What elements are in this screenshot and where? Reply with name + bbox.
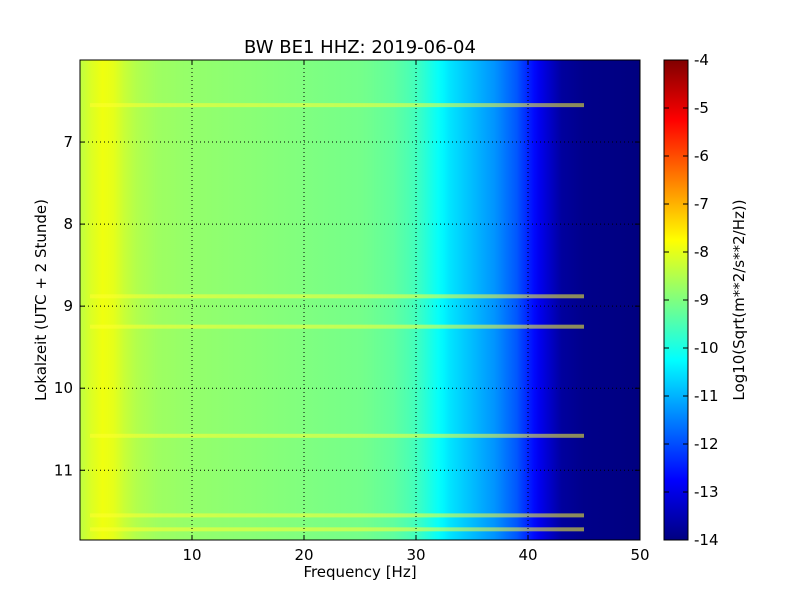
x-tick-label: 40 — [518, 546, 537, 564]
bright-band — [90, 433, 584, 438]
x-tick-label: 50 — [630, 546, 649, 564]
y-tick-label: 8 — [63, 215, 73, 233]
plot-frame — [79, 59, 641, 541]
y-tick-label: 11 — [54, 461, 73, 479]
colorbar-tick-label: -13 — [694, 483, 719, 501]
y-tick-label: 7 — [63, 133, 73, 151]
colorbar-tick-label: -8 — [694, 243, 709, 261]
bright-band — [90, 294, 584, 299]
x-axis: 10 20 30 40 50 — [182, 60, 650, 564]
chart-title: BW BE1 HHZ: 2019-06-04 — [244, 37, 476, 58]
colorbar-tick-label: -4 — [694, 51, 709, 69]
y-axis: 7 8 9 10 11 — [54, 133, 640, 479]
x-tick-label: 20 — [294, 546, 313, 564]
grid-lines — [80, 60, 640, 540]
y-tick-label: 9 — [63, 297, 73, 315]
x-tick-label: 10 — [182, 546, 201, 564]
colorbar-tick-label: -7 — [694, 195, 709, 213]
bright-band — [90, 103, 584, 108]
y-axis-label: Lokalzeit (UTC + 2 Stunde) — [32, 199, 50, 401]
spectrogram-heatmap — [80, 60, 640, 540]
colorbar-label: Log10(Sqrt(m**2/s**2/Hz)) — [730, 199, 748, 400]
colorbar-tick-label: -11 — [694, 387, 719, 405]
x-tick-label: 30 — [406, 546, 425, 564]
colorbar-tick-label: -6 — [694, 147, 709, 165]
bright-band — [90, 513, 584, 518]
colorbar-tick-label: -12 — [694, 435, 719, 453]
colorbar-axis: -4 -5 -6 -7 -8 -9 -10 -11 -12 -13 -14 — [664, 51, 719, 549]
y-tick-label: 10 — [54, 379, 73, 397]
bright-band — [90, 324, 584, 329]
heatmap-background — [80, 60, 640, 540]
colorbar-tick-label: -5 — [694, 99, 709, 117]
colorbar-tick-label: -14 — [694, 531, 719, 549]
colorbar-tick-label: -9 — [694, 291, 709, 309]
bright-band — [90, 527, 584, 532]
x-axis-label: Frequency [Hz] — [303, 563, 416, 581]
colorbar-tick-label: -10 — [694, 339, 719, 357]
